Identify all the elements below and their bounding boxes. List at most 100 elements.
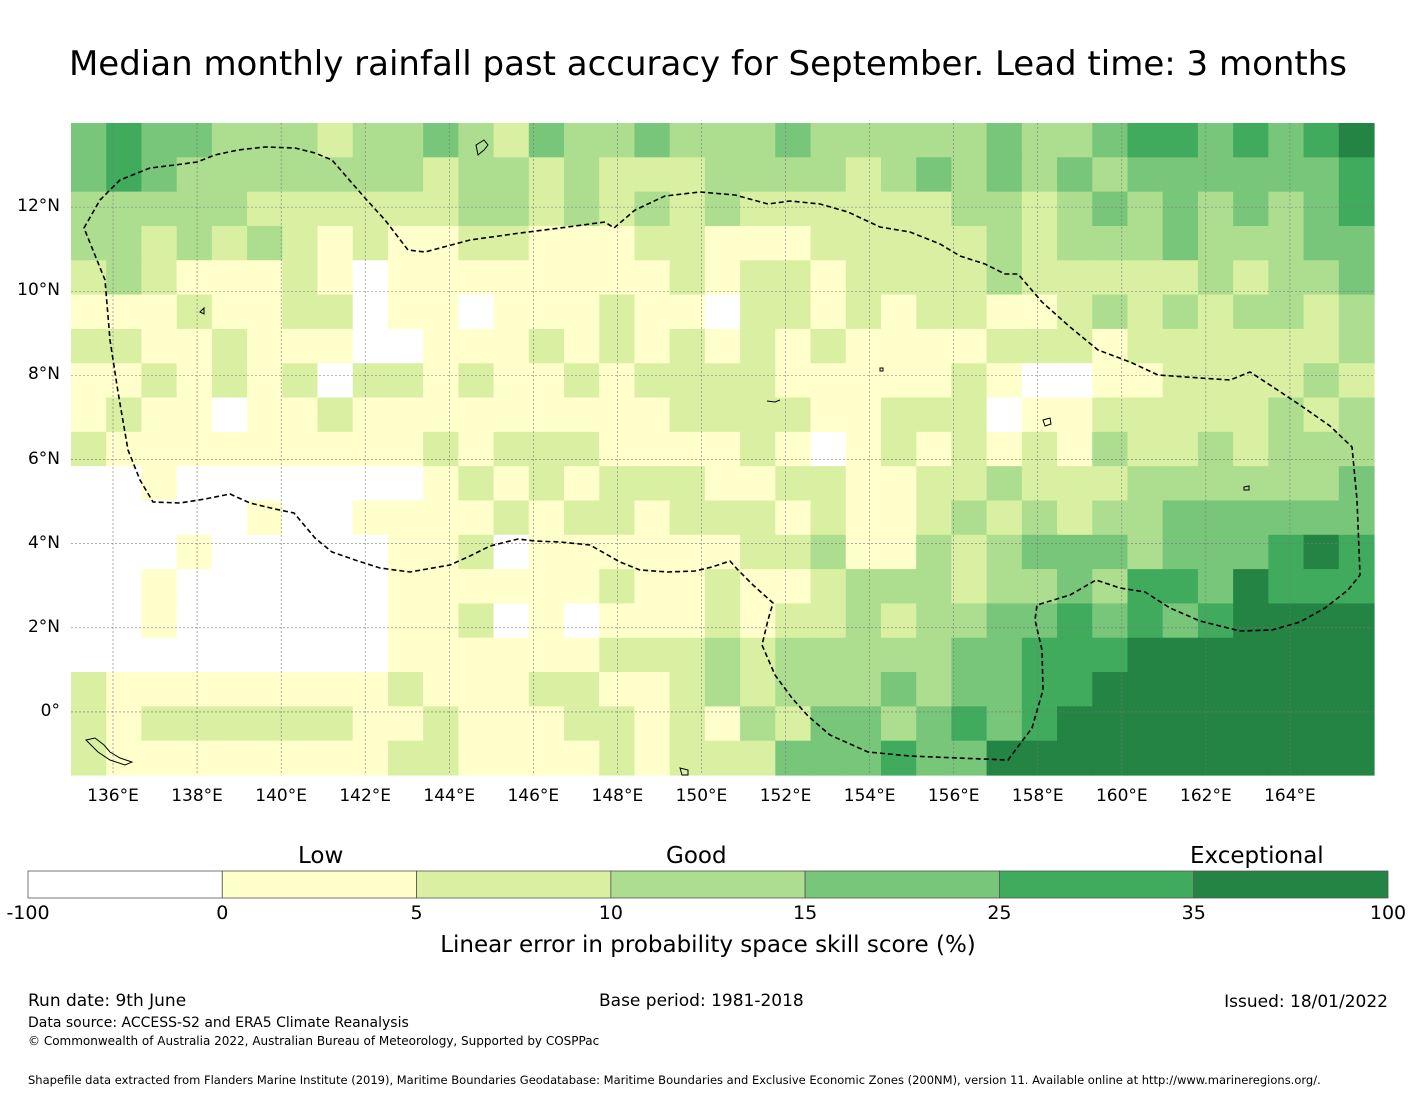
grid-cell	[106, 672, 143, 707]
grid-cell	[1057, 363, 1093, 399]
grid-cell	[916, 260, 953, 296]
grid-cell	[352, 534, 389, 570]
grid-cell	[106, 294, 143, 330]
grid-cell	[1162, 123, 1199, 158]
grid-cell	[1197, 328, 1234, 364]
grid-cell	[1162, 294, 1199, 330]
grid-cell	[916, 431, 953, 467]
grid-cell	[951, 260, 988, 296]
colorbar-tick-label: 100	[1369, 902, 1407, 924]
grid-cell	[1021, 534, 1058, 570]
grid-cell	[282, 397, 319, 433]
grid-cell	[387, 363, 424, 399]
grid-cell	[493, 157, 530, 193]
grid-cell	[1021, 363, 1058, 399]
grid-cell	[282, 637, 319, 673]
grid-cell	[704, 123, 741, 158]
grid-cell	[1303, 260, 1340, 296]
grid-cell	[1162, 569, 1199, 605]
grid-cell	[1057, 672, 1093, 707]
grid-cell	[1162, 466, 1199, 502]
grid-cell	[71, 397, 107, 433]
grid-cell	[423, 397, 459, 433]
grid-cell	[1338, 740, 1375, 776]
map-title: Median monthly rainfall past accuracy fo…	[68, 44, 1348, 84]
grid-cell	[352, 569, 389, 605]
grid-cell	[1197, 637, 1234, 673]
grid-cell	[1233, 534, 1269, 570]
grid-cell	[704, 500, 741, 536]
grid-cell	[1092, 363, 1129, 399]
grid-cell	[1303, 466, 1340, 502]
grid-cell	[1303, 740, 1340, 776]
grid-cell	[704, 534, 741, 570]
grid-cell	[1092, 294, 1129, 330]
grid-cell	[1021, 294, 1058, 330]
grid-cell	[564, 740, 600, 776]
category-exceptional: Exceptional	[1190, 843, 1324, 869]
grid-cell	[1338, 123, 1375, 158]
grid-cell	[352, 431, 389, 467]
grid-cell	[951, 534, 988, 570]
grid-cell	[1338, 500, 1375, 536]
grid-cell	[1092, 191, 1129, 227]
grid-cell	[775, 123, 812, 158]
grid-cell	[1233, 500, 1269, 536]
grid-cell	[423, 363, 459, 399]
grid-cell	[106, 225, 143, 261]
shapefile-credit: Shapefile data extracted from Flanders M…	[28, 1073, 1321, 1087]
grid-cell	[669, 500, 706, 536]
grid-cell	[211, 740, 248, 776]
grid-cell	[880, 294, 917, 330]
grid-cell	[176, 328, 213, 364]
grid-cell	[211, 569, 248, 605]
grid-cell	[916, 157, 953, 193]
grid-cell	[1197, 294, 1234, 330]
grid-cell	[71, 431, 107, 467]
grid-cell	[1268, 294, 1305, 330]
grid-cell	[740, 397, 776, 433]
grid-cell	[775, 157, 812, 193]
grid-cell	[211, 328, 248, 364]
grid-cell	[1303, 328, 1340, 364]
grid-cell	[352, 260, 389, 296]
grid-cell	[1021, 260, 1058, 296]
grid-cell	[247, 500, 283, 536]
grid-cell	[493, 431, 530, 467]
grid-cell	[986, 123, 1023, 158]
grid-cell	[1338, 225, 1375, 261]
grid-cell	[352, 500, 389, 536]
grid-cell	[71, 123, 107, 158]
grid-cell	[176, 672, 213, 707]
grid-cell	[599, 431, 636, 467]
grid-cell	[1092, 603, 1129, 639]
grid-cell	[317, 740, 354, 776]
grid-cell	[387, 431, 424, 467]
grid-cell	[176, 225, 213, 261]
grid-cell	[1233, 740, 1269, 776]
grid-cell	[528, 260, 565, 296]
grid-cell	[247, 569, 283, 605]
grid-cell	[810, 603, 847, 639]
grid-cell	[845, 672, 882, 707]
grid-cell	[704, 397, 741, 433]
grid-cell	[775, 294, 812, 330]
grid-cell	[493, 637, 530, 673]
grid-cell	[141, 500, 178, 536]
grid-cell	[1233, 225, 1269, 261]
grid-cell	[352, 603, 389, 639]
grid-cell	[1303, 706, 1340, 742]
grid-cell	[880, 466, 917, 502]
grid-cell	[704, 706, 741, 742]
grid-cell	[986, 260, 1023, 296]
grid-cell	[634, 534, 671, 570]
grid-cell	[1162, 225, 1199, 261]
grid-cell	[775, 569, 812, 605]
grid-cell	[564, 191, 600, 227]
grid-cell	[704, 431, 741, 467]
grid-cell	[352, 706, 389, 742]
grid-cell	[1127, 569, 1164, 605]
grid-cell	[1233, 123, 1269, 158]
grid-cell	[71, 191, 107, 227]
